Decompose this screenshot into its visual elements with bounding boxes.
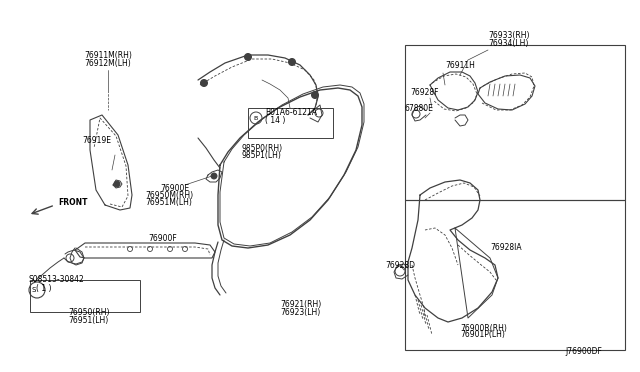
Text: S: S (32, 287, 36, 293)
Text: 985P1(LH): 985P1(LH) (242, 151, 282, 160)
Text: B01A6-6121A: B01A6-6121A (265, 108, 317, 116)
Text: 76928D: 76928D (385, 260, 415, 269)
Text: 76901P(LH): 76901P(LH) (460, 330, 505, 340)
Text: 76950(RH): 76950(RH) (68, 308, 109, 317)
Text: 76921(RH): 76921(RH) (280, 301, 321, 310)
Text: FRONT: FRONT (58, 198, 88, 206)
Bar (405, 200, 625, 350)
Text: 76928F: 76928F (410, 87, 438, 96)
Bar (405, 45, 625, 200)
Text: S08513-30842: S08513-30842 (28, 276, 84, 285)
Circle shape (200, 80, 207, 87)
Text: 76934(LH): 76934(LH) (488, 38, 529, 48)
Text: 76923(LH): 76923(LH) (280, 308, 320, 317)
Text: 76933(RH): 76933(RH) (488, 31, 529, 39)
Text: 76951(LH): 76951(LH) (68, 315, 108, 324)
Text: ( 1 ): ( 1 ) (36, 283, 51, 292)
Circle shape (114, 181, 120, 187)
Text: 76900F: 76900F (148, 234, 177, 243)
Text: B: B (254, 115, 258, 121)
Text: 76928IA: 76928IA (490, 244, 522, 253)
Circle shape (289, 58, 296, 65)
Bar (248, 108, 333, 138)
Text: 76919E: 76919E (82, 135, 111, 144)
Text: 67880E: 67880E (405, 103, 434, 112)
Text: 76900E: 76900E (160, 183, 189, 192)
Circle shape (211, 173, 217, 179)
Text: ( 14 ): ( 14 ) (265, 115, 285, 125)
Text: 76912M(LH): 76912M(LH) (84, 58, 131, 67)
Circle shape (312, 92, 319, 99)
Bar (30, 280, 140, 312)
Text: 76951M(LH): 76951M(LH) (145, 198, 192, 206)
Text: J76900DF: J76900DF (565, 347, 602, 356)
Text: 985P0(RH): 985P0(RH) (242, 144, 283, 153)
Text: 76911H: 76911H (445, 61, 475, 70)
Circle shape (244, 54, 252, 61)
Text: 76900R(RH): 76900R(RH) (460, 324, 507, 333)
Text: 76950M(RH): 76950M(RH) (145, 190, 193, 199)
Text: 76911M(RH): 76911M(RH) (84, 51, 132, 60)
